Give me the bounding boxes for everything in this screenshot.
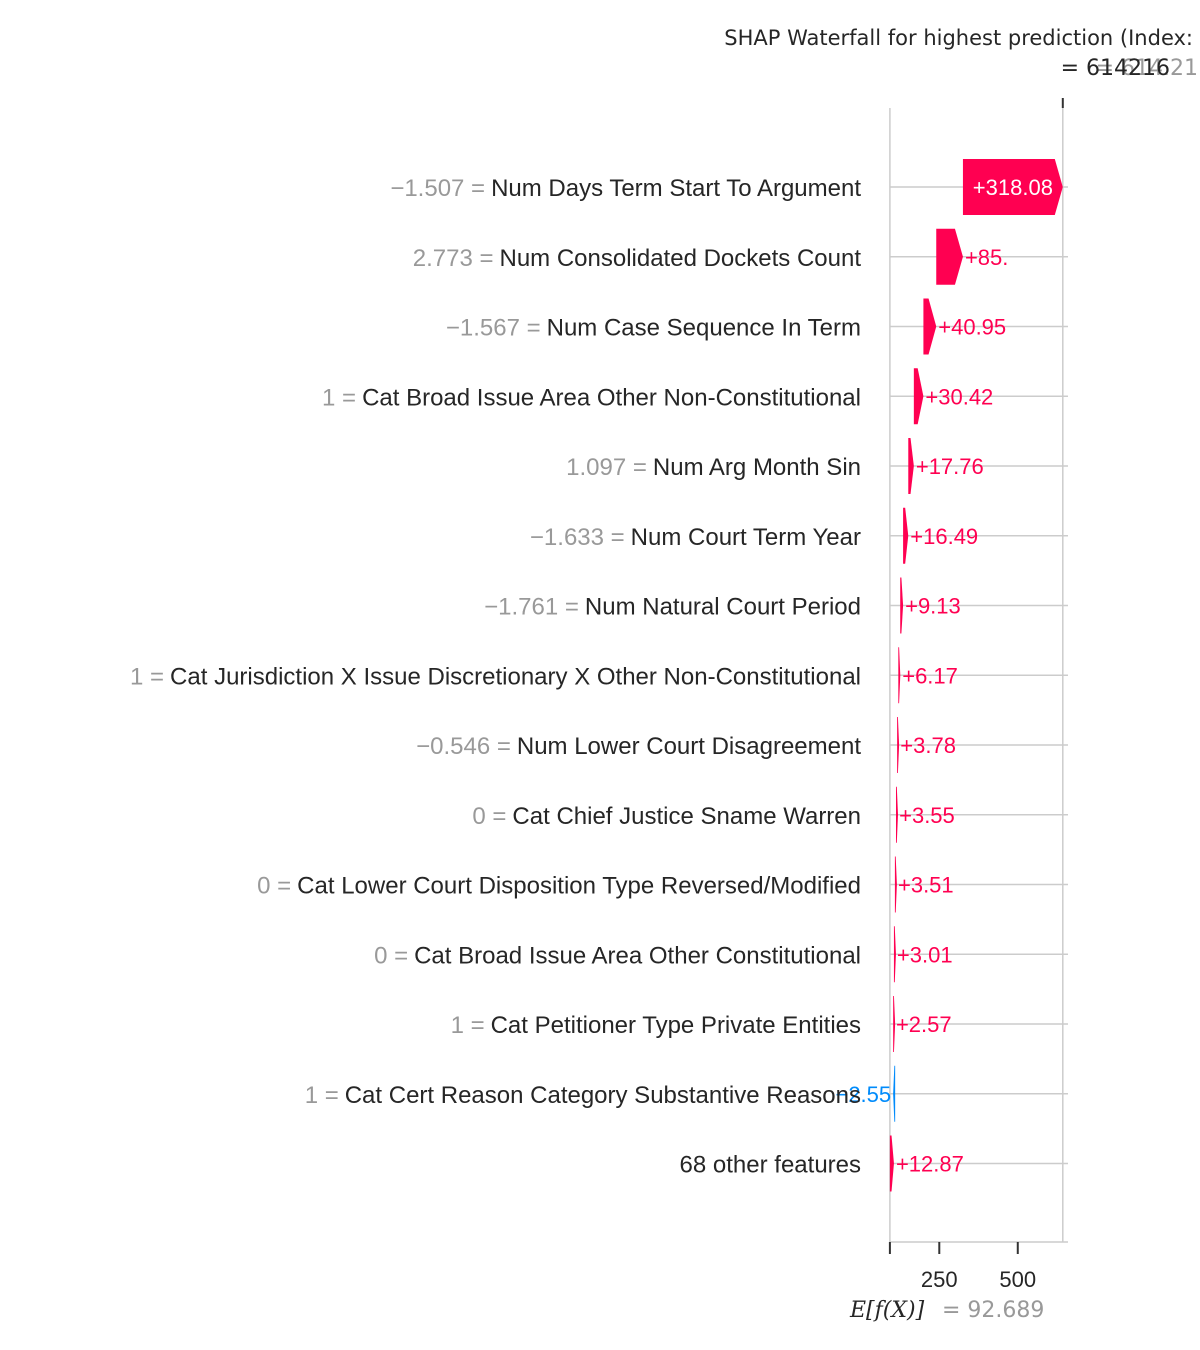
- waterfall-bar: [908, 438, 914, 494]
- waterfall-bar: [898, 647, 901, 704]
- bar-value-label: +318.08: [973, 175, 1053, 200]
- feature-name: Cat Petitioner Type Private Entities: [491, 1012, 861, 1039]
- waterfall-bar: [893, 1065, 896, 1122]
- feature-name: Cat Lower Court Disposition Type Reverse…: [297, 873, 861, 900]
- bar-value-label: +6.17: [902, 663, 958, 688]
- feature-name: Num Lower Court Disagreement: [517, 733, 861, 760]
- bar-value-label: +85.: [965, 245, 1008, 270]
- feature-value: 1 =: [130, 663, 164, 690]
- bar-value-label: +3.51: [898, 873, 954, 898]
- feature-name: Cat Broad Issue Area Other Constitutiona…: [414, 942, 861, 969]
- feature-value: 0 =: [257, 873, 291, 900]
- waterfall-bar: [893, 996, 896, 1052]
- grid-lines: [889, 108, 1068, 1242]
- feature-value: 0 =: [472, 803, 506, 830]
- feature-value: −1.567 =: [446, 315, 541, 342]
- feature-name: Cat Cert Reason Category Substantive Rea…: [345, 1082, 861, 1109]
- feature-name: Num Court Term Year: [631, 524, 861, 551]
- waterfall-bars: +318.08 +85. +40.95 +30.42 +17.76 +16.49 +9.13…: [835, 159, 1063, 1192]
- feature-value: −1.761 =: [484, 594, 579, 621]
- waterfall-bar: [900, 577, 904, 634]
- feature-labels: Num Days Term Start To Argument−1.507 = N…: [130, 175, 861, 1179]
- waterfall-bar: [903, 507, 909, 564]
- feature-name: Num Natural Court Period: [585, 594, 861, 621]
- waterfall-bar: [936, 228, 963, 285]
- base-value-label: E[f(X)]: [849, 1298, 925, 1323]
- waterfall-bar: [923, 298, 937, 355]
- waterfall-bar: [897, 717, 900, 773]
- feature-name: Cat Jurisdiction X Issue Discretionary X…: [170, 663, 861, 690]
- feature-value: 1 =: [322, 384, 356, 411]
- waterfall-bar: [889, 1135, 894, 1192]
- bar-value-label: +17.76: [916, 454, 984, 479]
- bar-value-label: +12.87: [896, 1152, 964, 1177]
- feature-value: 1 =: [305, 1082, 339, 1109]
- feature-value: −1.507 =: [390, 175, 485, 202]
- feature-value: 2.773 =: [413, 245, 494, 272]
- x-tick-label: 500: [999, 1267, 1036, 1292]
- feature-name: Num Arg Month Sin: [653, 454, 861, 481]
- waterfall-bar: [894, 856, 897, 913]
- feature-value: 1 =: [451, 1012, 485, 1039]
- feature-name: Num Days Term Start To Argument: [491, 175, 861, 202]
- fx-value: = 614.21: [1096, 56, 1198, 81]
- bar-value-label: +3.55: [899, 803, 955, 828]
- fx-label: = 614216: [1061, 56, 1170, 81]
- feature-value: −1.633 =: [530, 524, 625, 551]
- feature-value: 0 =: [374, 942, 408, 969]
- waterfall-bar: [962, 159, 1063, 215]
- bar-value-label: +9.13: [905, 594, 961, 619]
- bar-value-label: +2.57: [896, 1012, 952, 1037]
- feature-name: Num Consolidated Dockets Count: [499, 245, 861, 272]
- bar-value-label: +3.78: [900, 733, 956, 758]
- bar-value-label: +30.42: [925, 384, 993, 409]
- waterfall-bar: [893, 926, 896, 983]
- waterfall-bar: [913, 368, 924, 425]
- feature-name: Num Case Sequence In Term: [547, 315, 861, 342]
- base-value-text: = 92.689: [942, 1298, 1044, 1323]
- feature-name: Cat Broad Issue Area Other Non-Constitut…: [362, 384, 861, 411]
- feature-name: 68 other features: [680, 1152, 861, 1179]
- bar-value-label: +16.49: [910, 524, 978, 549]
- feature-name: Cat Chief Justice Sname Warren: [512, 803, 861, 830]
- bar-value-label: −2.55: [835, 1082, 891, 1107]
- chart-title: SHAP Waterfall for highest prediction (I…: [724, 26, 1193, 50]
- feature-value: −0.546 =: [416, 733, 511, 760]
- waterfall-bar: [895, 786, 898, 843]
- x-axis: 250 500: [888, 98, 1068, 1292]
- x-tick-label: 250: [921, 1267, 958, 1292]
- bar-value-label: +40.95: [938, 315, 1006, 340]
- bar-value-label: +3.01: [897, 942, 953, 967]
- feature-value: 1.097 =: [566, 454, 647, 481]
